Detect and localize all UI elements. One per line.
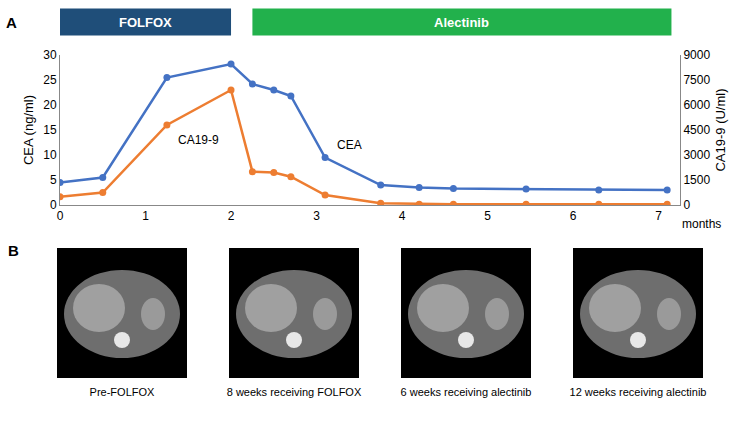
svg-text:6: 6: [570, 209, 577, 223]
svg-text:7500: 7500: [683, 73, 710, 87]
svg-text:6000: 6000: [683, 98, 710, 112]
svg-text:Alectinib: Alectinib: [434, 15, 489, 30]
svg-text:FOLFOX: FOLFOX: [119, 15, 172, 30]
svg-text:CEA: CEA: [337, 138, 362, 152]
svg-text:1: 1: [142, 209, 149, 223]
svg-text:CEA (ng/ml): CEA (ng/ml): [21, 95, 36, 165]
svg-text:0: 0: [57, 209, 64, 223]
svg-text:3: 3: [313, 209, 320, 223]
svg-text:9000: 9000: [683, 48, 710, 62]
svg-text:30: 30: [43, 48, 57, 62]
svg-text:20: 20: [43, 98, 57, 112]
svg-text:months: months: [682, 217, 721, 231]
svg-text:10: 10: [43, 148, 57, 162]
svg-text:4: 4: [399, 209, 406, 223]
svg-text:25: 25: [43, 73, 57, 87]
html-text:12 weeks receiving alectinib: 12 weeks receiving alectinib: [569, 386, 707, 398]
html-text:B: B: [8, 242, 19, 259]
svg-text:15: 15: [43, 123, 57, 137]
svg-text:5: 5: [484, 209, 491, 223]
svg-text:7: 7: [655, 209, 662, 223]
svg-text:2: 2: [228, 209, 235, 223]
svg-text:4500: 4500: [683, 123, 710, 137]
svg-text:5: 5: [50, 173, 57, 187]
html-text:8 weeks receiving FOLFOX: 8 weeks receiving FOLFOX: [226, 386, 362, 398]
svg-text:1500: 1500: [683, 173, 710, 187]
html-text:Pre-FOLFOX: Pre-FOLFOX: [89, 386, 155, 398]
svg-text:0: 0: [683, 198, 690, 212]
svg-text:CA19-9: CA19-9: [178, 133, 219, 147]
svg-text:A: A: [6, 14, 17, 31]
svg-text:0: 0: [50, 198, 57, 212]
html-text:6 weeks receiving alectinib: 6 weeks receiving alectinib: [400, 386, 532, 398]
svg-text:CA19-9 (U/ml): CA19-9 (U/ml): [713, 88, 728, 171]
svg-text:3000: 3000: [683, 148, 710, 162]
